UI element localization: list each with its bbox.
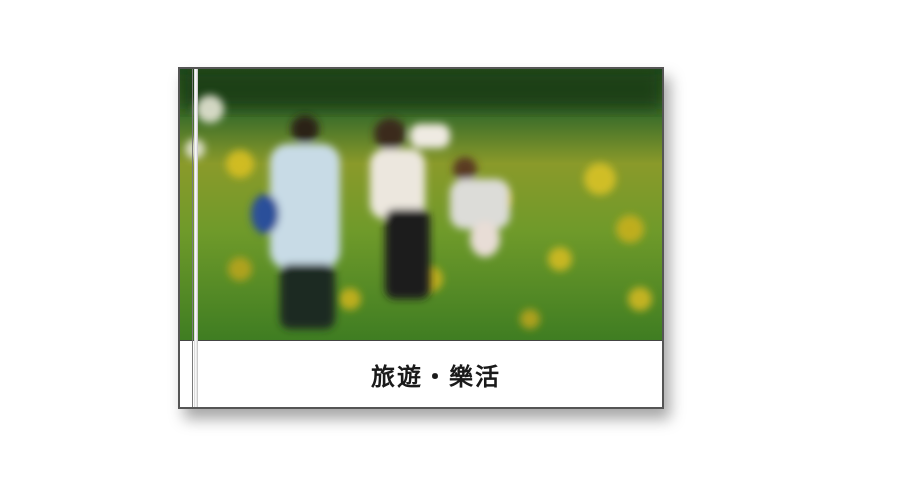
caption-panel: 旅遊・樂活 — [180, 340, 662, 407]
book-spine — [194, 69, 198, 407]
cover-photo — [180, 69, 662, 340]
album-card[interactable]: 旅遊・樂活 — [178, 67, 664, 409]
card-caption: 旅遊・樂活 — [371, 363, 501, 391]
people-in-flower-field-photo — [180, 69, 662, 340]
spine-line — [192, 69, 193, 407]
